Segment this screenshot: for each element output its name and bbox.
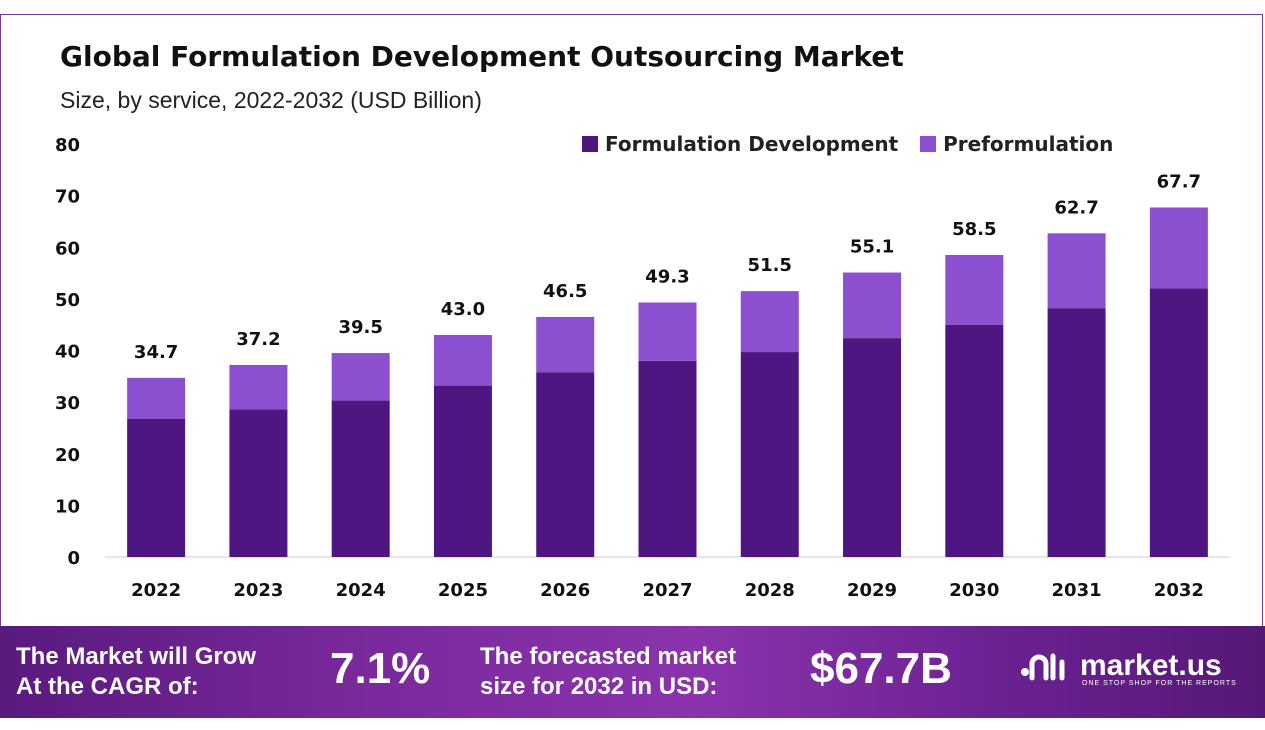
x-tick-label-2030: 2030	[949, 580, 999, 601]
legend-item-preformulation: Preformulation	[920, 132, 1113, 156]
bar-preformulation-2022	[127, 377, 186, 419]
x-tick-label-2031: 2031	[1052, 580, 1102, 601]
bar-formulation-development-2028	[740, 352, 799, 557]
forecast-label-line1: The forecasted market	[480, 643, 737, 670]
y-tick-label: 0	[67, 548, 80, 569]
bar-formulation-development-2027	[638, 360, 697, 557]
legend-label-formulation-development: Formulation Development	[605, 132, 899, 156]
chart-title: Global Formulation Development Outsourci…	[60, 40, 904, 73]
data-label-total-2031: 62.7	[1054, 197, 1098, 218]
x-tick-label-2029: 2029	[847, 580, 897, 601]
data-label-total-2026: 46.5	[543, 281, 587, 302]
brand-name: market.us	[1080, 649, 1222, 682]
y-tick-label: 20	[55, 445, 80, 466]
bar-formulation-development-2024	[331, 400, 390, 557]
bar-formulation-development-2030	[945, 324, 1004, 557]
legend: Formulation Development Preformulation	[582, 132, 1135, 156]
x-tick-label-2025: 2025	[438, 580, 488, 601]
market-us-logo-icon	[1021, 653, 1065, 681]
bar-preformulation-2029	[843, 272, 902, 339]
legend-item-formulation-development: Formulation Development	[582, 132, 898, 156]
cagr-label-line2: At the CAGR of:	[16, 673, 199, 700]
y-tick-label: 40	[55, 342, 80, 363]
bar-preformulation-2032	[1149, 207, 1208, 289]
data-label-total-2024: 39.5	[338, 317, 382, 338]
x-tick-label-2027: 2027	[642, 580, 692, 601]
bar-chart: 0102030405060708034.7202237.2202339.5202…	[55, 135, 1230, 601]
forecast-value: $67.7B	[810, 644, 952, 693]
legend-swatch-formulation-development	[582, 136, 598, 152]
bar-formulation-development-2026	[536, 372, 595, 557]
data-label-total-2029: 55.1	[850, 237, 894, 258]
bar-preformulation-2028	[740, 291, 799, 353]
data-label-total-2030: 58.5	[952, 219, 996, 240]
bar-preformulation-2031	[1047, 233, 1106, 309]
chart-subtitle: Size, by service, 2022-2032 (USD Billion…	[60, 87, 482, 113]
forecast-label: The forecasted market size for 2032 in U…	[480, 642, 736, 702]
cagr-label-line1: The Market will Grow	[16, 643, 257, 670]
summary-banner: The Market will Grow At the CAGR of: 7.1…	[0, 626, 1265, 718]
bar-formulation-development-2023	[229, 409, 288, 557]
data-label-total-2025: 43.0	[441, 299, 485, 320]
brand-tagline: ONE STOP SHOP FOR THE REPORTS	[1082, 680, 1237, 687]
cagr-label: The Market will Grow At the CAGR of:	[16, 642, 256, 702]
forecast-label-line2: size for 2032 in USD:	[480, 673, 718, 700]
bar-formulation-development-2031	[1047, 308, 1106, 557]
bar-preformulation-2026	[536, 316, 595, 373]
cagr-value: 7.1%	[330, 644, 431, 693]
legend-swatch-preformulation	[920, 136, 937, 152]
legend-label-preformulation: Preformulation	[943, 132, 1114, 156]
bar-formulation-development-2022	[127, 418, 186, 557]
y-tick-label: 70	[55, 187, 80, 208]
data-label-total-2027: 49.3	[645, 266, 689, 287]
data-label-total-2032: 67.7	[1157, 171, 1201, 192]
y-tick-label: 10	[55, 496, 80, 517]
y-tick-label: 60	[55, 238, 80, 259]
bar-preformulation-2023	[229, 364, 288, 410]
bar-formulation-development-2029	[843, 338, 902, 557]
x-tick-label-2028: 2028	[745, 580, 795, 601]
x-tick-label-2024: 2024	[336, 580, 386, 601]
bar-formulation-development-2025	[433, 385, 492, 557]
x-tick-label-2022: 2022	[131, 580, 181, 601]
bar-preformulation-2025	[433, 335, 492, 386]
bar-preformulation-2027	[638, 302, 697, 361]
x-tick-label-2023: 2023	[233, 580, 283, 601]
data-label-total-2028: 51.5	[748, 255, 792, 276]
x-tick-label-2026: 2026	[540, 580, 590, 601]
bar-preformulation-2024	[331, 353, 390, 401]
y-tick-label: 80	[55, 135, 80, 156]
bar-preformulation-2030	[945, 254, 1004, 325]
data-label-total-2022: 34.7	[134, 342, 178, 363]
x-tick-label-2032: 2032	[1154, 580, 1204, 601]
y-tick-label: 30	[55, 393, 80, 414]
data-label-total-2023: 37.2	[236, 329, 280, 350]
y-tick-label: 50	[55, 290, 80, 311]
brand-logo: market.us ONE STOP SHOP FOR THE REPORTS	[1020, 648, 1236, 687]
bar-formulation-development-2032	[1149, 288, 1208, 557]
